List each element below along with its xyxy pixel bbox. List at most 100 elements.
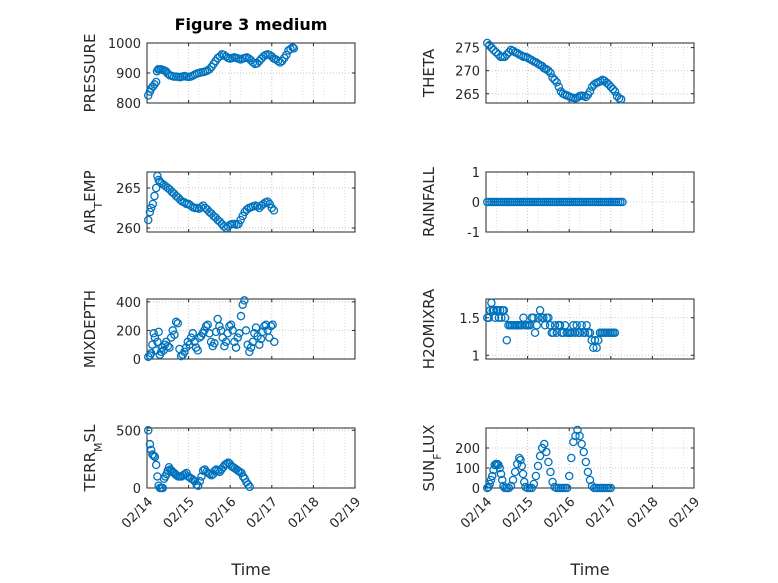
data-point <box>193 346 203 355</box>
x-tick-label: 02/15 <box>500 495 537 532</box>
y-tick-label: 0 <box>472 196 480 211</box>
axes-box <box>485 42 695 104</box>
data-point <box>529 313 538 322</box>
y-axis-label: H2OMIXRA <box>420 288 438 369</box>
data-point <box>497 475 507 485</box>
x-axis-label: Time <box>569 560 609 579</box>
y-tick-label: 100 <box>455 462 480 477</box>
x-tick-label: 02/17 <box>244 495 281 532</box>
data-point <box>219 222 229 231</box>
data-point <box>238 211 247 221</box>
panel-air_temp: 260 265 AIRTEMP <box>81 170 356 237</box>
data-point <box>577 439 586 449</box>
y-axis-label: MIXDEPTH <box>81 290 99 368</box>
data-point <box>502 335 512 345</box>
data-point <box>604 80 613 89</box>
y-tick-label: 265 <box>455 88 480 103</box>
data-point <box>496 469 506 479</box>
data-point <box>500 313 510 322</box>
data-point <box>203 320 212 329</box>
data-point <box>210 339 219 348</box>
data-point <box>252 59 262 68</box>
data-point <box>546 68 555 78</box>
panel-h2omixra: 1 1.5 H2OMIXRA <box>420 288 695 369</box>
y-tick-label: 270 <box>455 65 480 80</box>
data-point <box>486 475 496 485</box>
panel-theta: 265 270 275 THETA <box>420 38 695 104</box>
data-point <box>552 77 561 87</box>
data-point <box>500 52 509 62</box>
data-point <box>610 87 620 96</box>
y-axis-label: RAINFALL <box>420 166 438 237</box>
data-point <box>236 215 245 225</box>
y-tick-label: 500 <box>116 424 141 439</box>
data-point <box>246 343 256 352</box>
data-point <box>508 46 518 56</box>
x-tick-label: 02/14 <box>119 495 156 532</box>
data-point <box>148 450 157 459</box>
data-point <box>168 326 178 335</box>
data-point <box>554 82 564 92</box>
x-tick-label: 02/15 <box>161 495 198 532</box>
data-point <box>548 73 557 82</box>
data-point <box>190 337 199 347</box>
data-point <box>548 477 557 487</box>
data-point <box>518 469 528 479</box>
data-point <box>171 317 181 327</box>
data-point <box>606 82 616 92</box>
data-point <box>251 323 261 332</box>
y-tick-label: 0 <box>472 482 480 497</box>
data-point <box>241 326 251 335</box>
x-tick-label: 02/14 <box>458 495 495 532</box>
x-tick-label: 02/18 <box>285 495 322 532</box>
panel-mixdepth: 0 200 400 MIXDEPTH <box>81 290 356 368</box>
y-axis-label: THETA <box>420 48 438 98</box>
data-point <box>245 347 254 357</box>
data-point <box>173 319 183 328</box>
data-point <box>282 50 291 60</box>
data-point <box>596 77 605 86</box>
data-point <box>165 343 174 352</box>
data-point <box>508 475 518 485</box>
data-point <box>255 56 264 66</box>
x-tick-label: 02/16 <box>541 495 578 532</box>
data-point <box>567 453 576 463</box>
data-point <box>233 333 242 342</box>
y-tick-label: 1 <box>472 349 480 364</box>
data-point <box>220 341 229 351</box>
data-point <box>243 480 253 489</box>
data-point <box>146 203 156 213</box>
data-point <box>149 451 158 460</box>
data-point <box>544 66 553 75</box>
data-point <box>193 481 203 490</box>
data-point <box>263 197 272 206</box>
data-point <box>150 452 160 462</box>
data-point <box>575 431 584 441</box>
data-point <box>221 337 231 347</box>
data-point <box>289 44 299 53</box>
y-tick-label: 400 <box>116 296 141 311</box>
data-point <box>236 311 246 321</box>
data-point <box>487 43 496 52</box>
data-point <box>515 453 524 463</box>
data-point <box>533 461 543 471</box>
x-tick-label: 02/18 <box>624 495 661 532</box>
data-point <box>275 58 285 67</box>
data-point <box>231 343 241 352</box>
data-point <box>143 91 153 100</box>
data-point <box>502 50 512 59</box>
data-point <box>618 197 627 207</box>
data-point <box>265 333 274 342</box>
y-axis-label: SUNFLUX <box>420 425 444 492</box>
data-point <box>150 191 159 201</box>
data-point <box>487 298 496 307</box>
data-point <box>149 329 158 338</box>
data-point <box>255 340 264 349</box>
axes-box <box>146 427 356 489</box>
data-point <box>197 472 206 481</box>
data-point <box>266 321 276 331</box>
data-point <box>610 328 620 337</box>
data-point <box>550 75 559 85</box>
data-point <box>259 199 268 209</box>
data-point <box>533 59 543 69</box>
